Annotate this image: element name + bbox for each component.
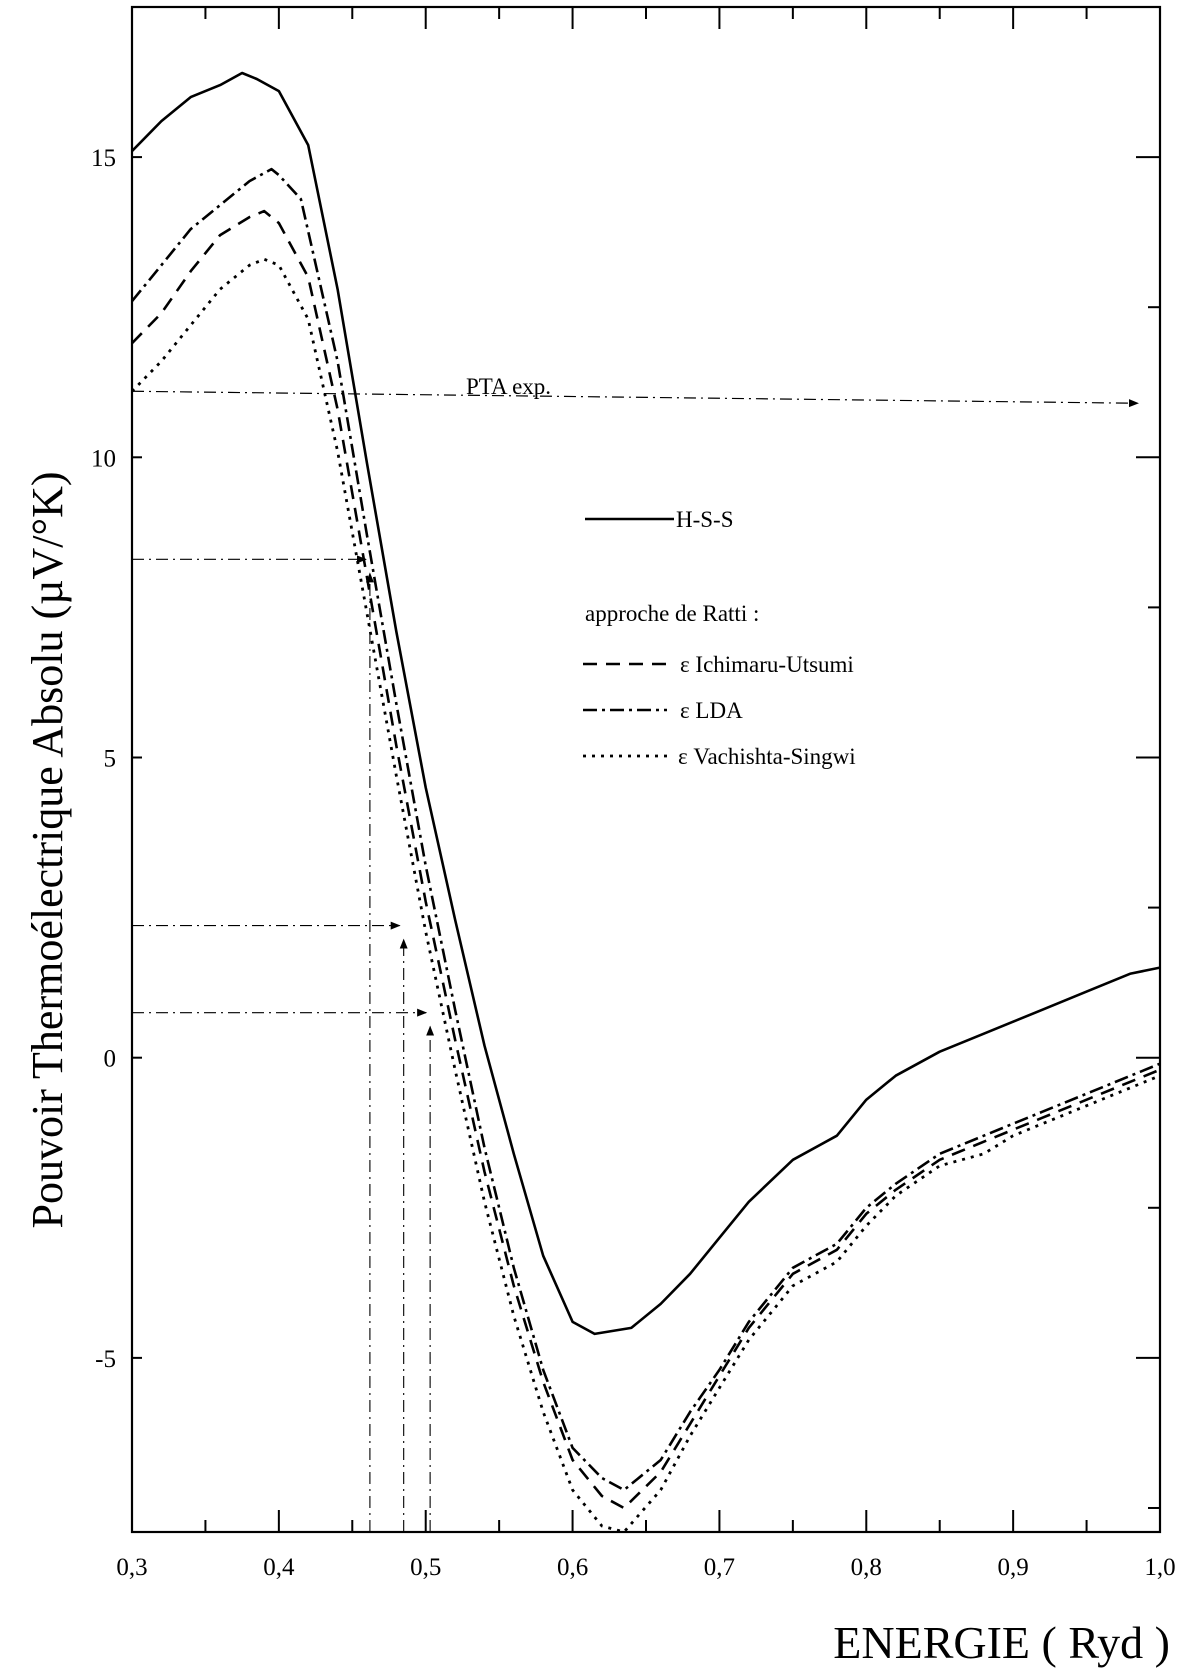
x-tick-label: 0,4 bbox=[263, 1554, 295, 1581]
x-axis-label: ENERGIE ( Ryd ) bbox=[833, 1617, 1170, 1668]
legend-label-lda: ε LDA bbox=[680, 698, 743, 723]
legend: H-S-S approche de Ratti : ε Ichimaru-Uts… bbox=[583, 507, 856, 769]
y-tick-label: -5 bbox=[95, 1346, 116, 1373]
series-line-0 bbox=[132, 71, 1160, 1336]
y-tick-label: 0 bbox=[104, 1046, 117, 1073]
series-line-1 bbox=[132, 209, 1160, 1510]
x-tick-label: 0,6 bbox=[557, 1554, 588, 1581]
x-axis-ticks: 0,3 0,4 0,5 0,6 0,7 0,8 0,9 1,0 bbox=[116, 7, 1176, 1581]
y-tick-label: 5 bbox=[104, 745, 117, 772]
legend-label-vachishta: ε Vachishta-Singwi bbox=[678, 744, 856, 769]
series-lines bbox=[132, 71, 1160, 1532]
series-line-3 bbox=[132, 257, 1160, 1532]
legend-label-ichimaru: ε Ichimaru-Utsumi bbox=[680, 652, 854, 677]
annotation-arrow bbox=[131, 390, 1139, 408]
y-tick-label: 10 bbox=[91, 445, 116, 472]
plot-frame bbox=[130, 5, 1162, 1534]
x-tick-label: 0,9 bbox=[998, 1554, 1029, 1581]
x-tick-label: 0,3 bbox=[116, 1554, 147, 1581]
x-tick-label: 0,5 bbox=[410, 1554, 441, 1581]
y-tick-label: 15 bbox=[91, 145, 116, 172]
marker-lines bbox=[132, 555, 435, 1532]
annotation-label: PTA exp. bbox=[466, 374, 551, 399]
legend-label-hss: H-S-S bbox=[676, 507, 734, 532]
series-line-2 bbox=[132, 167, 1160, 1492]
y-axis-label: Pouvoir Thermoélectrique Absolu (µV/°K) bbox=[23, 471, 72, 1228]
legend-heading: approche de Ratti : bbox=[585, 601, 759, 626]
pta-annotation: PTA exp. bbox=[131, 374, 1139, 408]
y-axis-ticks: 15 10 5 0 -5 bbox=[91, 145, 1160, 1509]
x-tick-label: 0,7 bbox=[704, 1554, 735, 1581]
axes bbox=[130, 5, 1162, 1534]
x-tick-label: 1,0 bbox=[1144, 1554, 1175, 1581]
x-tick-label: 0,8 bbox=[851, 1554, 882, 1581]
